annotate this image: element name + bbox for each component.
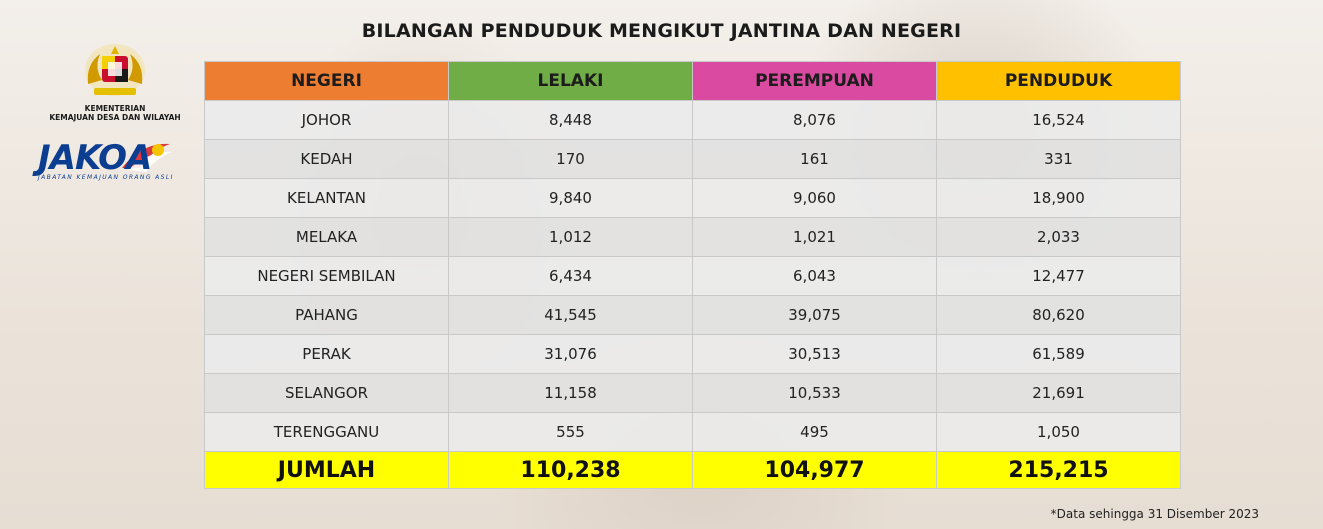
population-table: NEGERI LELAKI PEREMPUAN PENDUDUK JOHOR 8… <box>204 61 1181 489</box>
total-penduduk: 215,215 <box>936 451 1181 489</box>
cell-lelaki: 170 <box>448 139 693 179</box>
header-perempuan: PEREMPUAN <box>692 61 937 101</box>
cell-penduduk: 18,900 <box>936 178 1181 218</box>
agency-wordmark: JAKOA <box>38 138 152 178</box>
cell-negeri: MELAKA <box>204 217 449 257</box>
cell-negeri: PERAK <box>204 334 449 374</box>
table-row: KEDAH 170 161 331 <box>204 139 1181 179</box>
cell-negeri: KELANTAN <box>204 178 449 218</box>
header-negeri: NEGERI <box>204 61 449 101</box>
data-date-footnote: *Data sehingga 31 Disember 2023 <box>1050 507 1259 521</box>
table-row: SELANGOR 11,158 10,533 21,691 <box>204 373 1181 413</box>
cell-negeri: KEDAH <box>204 139 449 179</box>
header-lelaki: LELAKI <box>448 61 693 101</box>
cell-penduduk: 331 <box>936 139 1181 179</box>
total-perempuan: 104,977 <box>692 451 937 489</box>
jakoa-logo: JAKOA JABATAN KEMAJUAN ORANG ASLI <box>36 138 176 190</box>
cell-perempuan: 30,513 <box>692 334 937 374</box>
cell-penduduk: 80,620 <box>936 295 1181 335</box>
total-row: JUMLAH 110,238 104,977 215,215 <box>204 451 1181 489</box>
cell-lelaki: 11,158 <box>448 373 693 413</box>
cell-penduduk: 2,033 <box>936 217 1181 257</box>
cell-perempuan: 161 <box>692 139 937 179</box>
cell-perempuan: 1,021 <box>692 217 937 257</box>
table-row: MELAKA 1,012 1,021 2,033 <box>204 217 1181 257</box>
ministry-name-line1: KEMENTERIAN <box>84 104 146 113</box>
cell-lelaki: 6,434 <box>448 256 693 296</box>
ministry-name-line2: KEMAJUAN DESA DAN WILAYAH <box>49 113 181 122</box>
cell-lelaki: 555 <box>448 412 693 452</box>
cell-negeri: TERENGGANU <box>204 412 449 452</box>
cell-negeri: JOHOR <box>204 100 449 140</box>
cell-lelaki: 1,012 <box>448 217 693 257</box>
cell-perempuan: 6,043 <box>692 256 937 296</box>
cell-negeri: PAHANG <box>204 295 449 335</box>
cell-perempuan: 495 <box>692 412 937 452</box>
cell-penduduk: 16,524 <box>936 100 1181 140</box>
cell-lelaki: 31,076 <box>448 334 693 374</box>
table-row: NEGERI SEMBILAN 6,434 6,043 12,477 <box>204 256 1181 296</box>
cell-penduduk: 1,050 <box>936 412 1181 452</box>
ministry-logo: KEMENTERIAN KEMAJUAN DESA DAN WILAYAH <box>40 40 190 122</box>
cell-penduduk: 61,589 <box>936 334 1181 374</box>
cell-lelaki: 41,545 <box>448 295 693 335</box>
table-row: KELANTAN 9,840 9,060 18,900 <box>204 178 1181 218</box>
cell-perempuan: 10,533 <box>692 373 937 413</box>
agency-fullname: JABATAN KEMAJUAN ORANG ASLI <box>38 174 174 181</box>
cell-perempuan: 9,060 <box>692 178 937 218</box>
cell-negeri: NEGERI SEMBILAN <box>204 256 449 296</box>
table-row: JOHOR 8,448 8,076 16,524 <box>204 100 1181 140</box>
total-label: JUMLAH <box>204 451 449 489</box>
total-lelaki: 110,238 <box>448 451 693 489</box>
flag-swoosh-icon <box>122 143 172 172</box>
table-row: PAHANG 41,545 39,075 80,620 <box>204 295 1181 335</box>
cell-perempuan: 39,075 <box>692 295 937 335</box>
table-row: TERENGGANU 555 495 1,050 <box>204 412 1181 452</box>
cell-penduduk: 21,691 <box>936 373 1181 413</box>
cell-perempuan: 8,076 <box>692 100 937 140</box>
cell-negeri: SELANGOR <box>204 373 449 413</box>
table-header-row: NEGERI LELAKI PEREMPUAN PENDUDUK <box>204 61 1181 101</box>
coat-of-arms-icon <box>85 44 145 96</box>
header-penduduk: PENDUDUK <box>936 61 1181 101</box>
cell-penduduk: 12,477 <box>936 256 1181 296</box>
page-title: BILANGAN PENDUDUK MENGIKUT JANTINA DAN N… <box>361 20 962 42</box>
cell-lelaki: 8,448 <box>448 100 693 140</box>
cell-lelaki: 9,840 <box>448 178 693 218</box>
table-row: PERAK 31,076 30,513 61,589 <box>204 334 1181 374</box>
